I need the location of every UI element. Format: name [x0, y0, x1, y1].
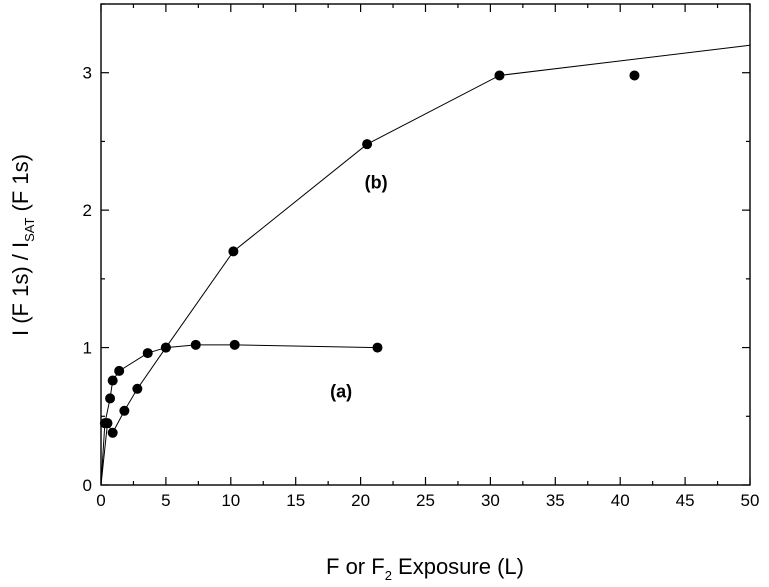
series-a-point [114, 365, 125, 376]
annotation-label: (b) [365, 173, 388, 193]
x-tick-label: 0 [96, 491, 105, 510]
axis-ticks [100, 3, 751, 486]
y-tick-label: 2 [83, 201, 92, 220]
x-tick-labels: 0 5 10 15 20 25 30 35 40 45 50 [96, 491, 759, 510]
y-tick-labels: 0 1 2 3 [83, 64, 92, 495]
series-a-point [107, 375, 118, 386]
series-b-point [494, 70, 505, 81]
annotations: (a) (b) [330, 173, 388, 402]
series-b-point [362, 139, 373, 150]
series-a-point [372, 342, 383, 353]
series-b-point [107, 427, 118, 438]
x-tick-label: 5 [161, 491, 170, 510]
y-tick-label: 0 [83, 476, 92, 495]
series-b-point [119, 405, 130, 416]
series-lines [100, 44, 751, 486]
x-tick-label: 10 [221, 491, 240, 510]
x-tick-label: 40 [611, 491, 630, 510]
plot-frame [100, 3, 751, 486]
series-a-point [105, 393, 116, 404]
x-tick-label: 15 [286, 491, 305, 510]
series-extra-point [629, 70, 640, 81]
series-a-point [229, 339, 240, 350]
x-tick-label: 25 [416, 491, 435, 510]
series-b-point [102, 418, 113, 429]
y-axis-title-sub: SAT [22, 218, 37, 242]
x-axis-title-sub: 2 [385, 568, 392, 583]
x-tick-label: 20 [351, 491, 370, 510]
series-b-line [100, 44, 751, 486]
series-markers [99, 70, 640, 438]
x-axis-title: F or F2 Exposure (L) [326, 554, 524, 583]
y-axis-title: I (F 1s) / ISAT (F 1s) [8, 154, 37, 336]
x-axis-title-main: F or F [326, 554, 385, 579]
series-a-point [190, 339, 201, 350]
series-a-point [142, 348, 153, 359]
x-tick-label: 45 [676, 491, 695, 510]
x-tick-label: 50 [741, 491, 760, 510]
x-tick-label: 35 [546, 491, 565, 510]
y-tick-label: 1 [83, 339, 92, 358]
y-axis-title-part2: (F 1s) [8, 154, 33, 218]
series-b-point [160, 342, 171, 353]
y-axis-title-part1: I (F 1s) / I [8, 242, 33, 336]
y-tick-label: 3 [83, 64, 92, 83]
series-a-line [100, 344, 378, 486]
annotation-label: (a) [330, 382, 352, 402]
x-tick-label: 30 [481, 491, 500, 510]
series-b-point [228, 246, 239, 257]
series-b-point [132, 383, 143, 394]
x-axis-title-tail: Exposure (L) [392, 554, 524, 579]
